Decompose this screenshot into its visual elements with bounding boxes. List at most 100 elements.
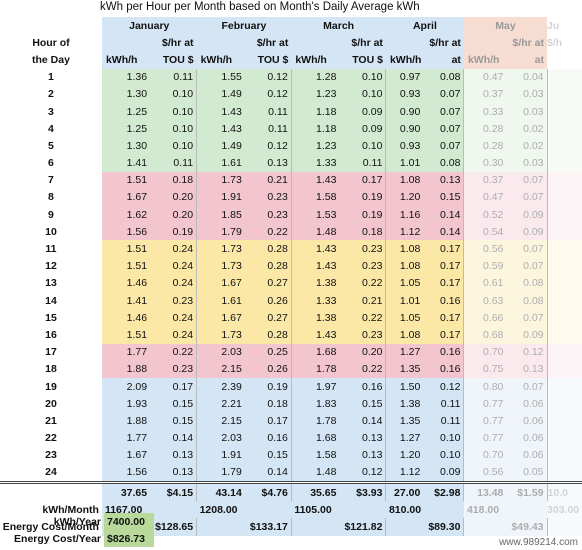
- tou-cell: 0.10: [155, 137, 198, 155]
- hour-cell: 16: [45, 328, 57, 341]
- tou-cell: 0.20: [155, 206, 198, 224]
- tou-cell: 0.14: [344, 412, 387, 430]
- tou-cell: 0.15: [249, 446, 292, 464]
- total-kwh: 35.65: [291, 481, 345, 502]
- table-row: 6 1.41 0.11 1.61 0.13 1.33 0.11 1.01 0.08 0.30 0.0…: [0, 154, 582, 172]
- tou-cell: 0.15: [428, 188, 465, 207]
- kwh-cell: 1.50: [385, 377, 429, 396]
- hour-cell: 24: [45, 466, 57, 479]
- month-name: April: [385, 17, 464, 35]
- kwh-cell: 1.83: [291, 395, 345, 413]
- kwh-month-partial: 303.00: [547, 501, 582, 519]
- total-kwh: 43.14: [196, 481, 250, 502]
- tou-cell: 0.07: [511, 309, 548, 327]
- kwh-cell: 1.93: [101, 395, 156, 413]
- table-row: 20 1.93 0.15 2.21 0.18 1.83 0.15 1.38 0.11 0.77 0.…: [0, 395, 582, 413]
- month-name: January: [101, 17, 197, 35]
- kwh-cell: 1.01: [385, 292, 429, 310]
- kwh-cell: 1.79: [196, 463, 250, 483]
- tou-cell: 0.11: [155, 154, 198, 172]
- tou-cell: 0.11: [155, 68, 198, 86]
- tou-cell: 0.12: [249, 68, 292, 86]
- partial-cell: [547, 309, 582, 327]
- kwh-cell: 1.78: [291, 412, 345, 430]
- kwh-cell: 1.49: [196, 137, 250, 155]
- month-name-partial: Ju: [547, 19, 560, 32]
- kwh-cell: 1.27: [385, 429, 429, 447]
- tou-cell: 0.14: [428, 223, 465, 241]
- tou-cell: 0.07: [428, 85, 465, 103]
- kwh-cell: 1.61: [196, 154, 250, 172]
- cost-month-value: $128.65: [155, 518, 198, 536]
- kwh-header: kWh/h: [291, 51, 345, 69]
- kwh-cell: 1.46: [101, 309, 156, 327]
- kwh-cell: 1.77: [101, 429, 156, 447]
- hour-cell: 8: [48, 191, 54, 204]
- tou-cell: 0.17: [428, 240, 465, 258]
- kwh-cell: 1.41: [101, 154, 156, 172]
- tou-cell: 0.03: [511, 85, 548, 103]
- tou-cell: 0.10: [428, 429, 465, 447]
- tou-cell: 0.26: [249, 360, 292, 378]
- corner-cell: [0, 17, 102, 34]
- kwh-month-value: 1208.00: [196, 501, 250, 519]
- tou-cell: 0.06: [511, 412, 548, 430]
- hour-cell: 3: [48, 105, 54, 118]
- tou-cell: 0.22: [344, 309, 387, 327]
- hour-cell: 22: [45, 432, 57, 445]
- kwh-cell: 1.51: [101, 240, 156, 258]
- tou-cell: 0.22: [249, 223, 292, 241]
- kwh-cell: 1.43: [291, 326, 345, 344]
- table-row: 8 1.67 0.20 1.91 0.23 1.58 0.19 1.20 0.15 0.47 0.0…: [0, 188, 582, 207]
- kwh-cell: 1.05: [385, 274, 429, 292]
- kwh-year-value: 7400.00: [104, 513, 154, 530]
- kwh-cell: 1.67: [101, 446, 156, 464]
- kwh-cell: 0.56: [463, 463, 512, 483]
- total-tou: $4.15: [155, 481, 198, 502]
- kwh-cell: 0.80: [463, 377, 512, 396]
- cost-month-value: $133.17: [249, 518, 292, 536]
- hour-cell: 9: [48, 208, 54, 221]
- tou-cell: 0.07: [511, 257, 548, 275]
- tou-header: $/hr at: [155, 34, 197, 52]
- hour-cell: 18: [45, 363, 57, 376]
- kwh-month-spacer: [428, 501, 464, 519]
- sheet-title: kWh per Hour per Month based on Month's …: [100, 1, 420, 13]
- tou-cell: 0.13: [249, 154, 292, 172]
- table-row: 11 1.51 0.24 1.73 0.28 1.43 0.23 1.08 0.17 0.56 0.…: [0, 240, 582, 258]
- tou-cell: 0.13: [344, 446, 387, 464]
- kwh-cell: 0.28: [463, 137, 512, 155]
- table-row: 18 1.88 0.23 2.15 0.26 1.78 0.22 1.35 0.16 0.75 0.…: [0, 360, 582, 378]
- cost-month-spacer: [463, 518, 512, 536]
- kwh-cell: 1.91: [196, 188, 250, 207]
- tou-cell: 0.08: [511, 292, 548, 310]
- kwh-cell: 1.08: [385, 257, 429, 275]
- table-row: 24 1.56 0.13 1.79 0.14 1.48 0.12 1.12 0.09 0.56 0.…: [0, 463, 582, 483]
- tou-cell: 0.07: [428, 137, 465, 155]
- kwh-cell: 1.08: [385, 326, 429, 344]
- tou-cell: 0.18: [155, 171, 198, 189]
- hour-cell: 12: [45, 260, 57, 273]
- tou-cell: 0.18: [249, 395, 292, 413]
- partial-cell: [547, 206, 582, 224]
- hour-cell: 15: [45, 311, 57, 324]
- cost-month-spacer: [196, 518, 250, 536]
- tou-cell: 0.09: [511, 326, 548, 344]
- tou-cell: 0.22: [344, 274, 387, 292]
- month-name: February: [196, 17, 292, 35]
- kwh-cell: 0.54: [463, 223, 512, 241]
- table-row: 22 1.77 0.14 2.03 0.16 1.68 0.13 1.27 0.10 0.77 0.…: [0, 429, 582, 447]
- partial-cell: [547, 257, 582, 275]
- tou-cell: 0.12: [511, 343, 548, 361]
- kwh-cell: 1.55: [196, 68, 250, 86]
- kwh-header: kWh/h: [385, 51, 429, 69]
- kwh-cell: 1.18: [291, 120, 345, 138]
- kwh-cell: 1.43: [291, 240, 345, 258]
- tou-cell: 0.10: [155, 85, 198, 103]
- tou-cell: 0.19: [344, 206, 387, 224]
- tou-cell: 0.17: [428, 274, 465, 292]
- kwh-cell: 1.41: [101, 292, 156, 310]
- kwh-cell: 1.73: [196, 257, 250, 275]
- cost-month-value: $89.30: [428, 518, 465, 536]
- kwh-cell: 1.49: [196, 85, 250, 103]
